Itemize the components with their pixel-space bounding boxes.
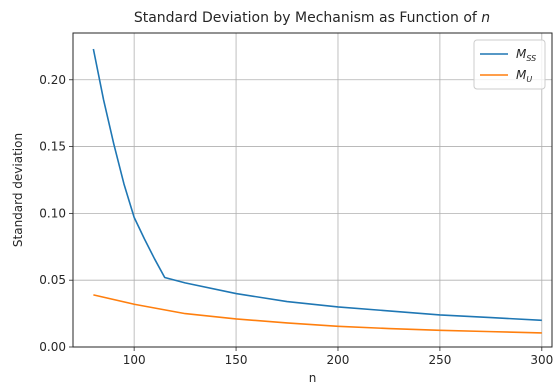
legend-label: MSS <box>516 47 536 63</box>
plot-frame <box>72 32 553 348</box>
legend-box <box>473 39 546 90</box>
legend-label-sub: SS <box>526 54 536 63</box>
y-tick-label: 0.15 <box>39 140 66 154</box>
x-tick-label: 200 <box>327 353 350 367</box>
x-tick-label: 300 <box>530 353 553 367</box>
legend-label-main: M <box>516 68 527 82</box>
y-tick-label: 0.00 <box>39 340 66 354</box>
series-line-ss <box>92 48 542 322</box>
x-axis-label: n <box>309 371 317 385</box>
legend-label-sub: U <box>526 75 532 84</box>
y-axis-label: Standard deviation <box>11 133 25 247</box>
chart-title-main: Standard Deviation by Mechanism as Funct… <box>134 10 481 26</box>
ticks: 100 150 200 250 300 0.00 0.05 0.10 0.15 0.20 <box>39 73 553 367</box>
chart-title-italic-n: n <box>481 10 490 26</box>
y-tick-label: 0.20 <box>39 73 66 87</box>
series-lines <box>92 48 542 334</box>
y-tick-label: 0.10 <box>39 206 66 220</box>
x-tick-label: 250 <box>428 353 451 367</box>
x-tick-label: 150 <box>225 353 248 367</box>
x-tick-label: 100 <box>123 353 146 367</box>
legend-label-main: M <box>516 47 527 61</box>
y-tick-label: 0.05 <box>39 273 66 287</box>
series-line-u <box>93 294 542 334</box>
chart-title: Standard Deviation by Mechanism as Funct… <box>134 10 490 26</box>
legend-label: MU <box>516 68 532 84</box>
